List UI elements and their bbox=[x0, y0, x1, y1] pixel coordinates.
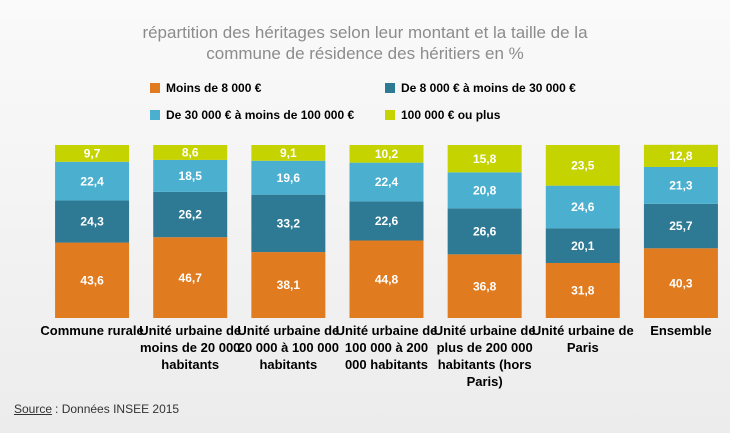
data-label: 20,8 bbox=[473, 183, 497, 197]
data-label: 26,6 bbox=[473, 224, 497, 238]
x-tick-label: Commune rurale bbox=[40, 323, 144, 338]
data-label: 19,6 bbox=[277, 171, 301, 185]
data-label: 18,5 bbox=[179, 169, 203, 183]
legend-swatch bbox=[385, 83, 395, 93]
bar-segment bbox=[251, 145, 326, 161]
data-label: 38,1 bbox=[277, 278, 301, 292]
data-label: 9,7 bbox=[84, 147, 101, 161]
data-label: 23,5 bbox=[571, 158, 595, 172]
data-label: 15,8 bbox=[473, 152, 497, 166]
bar-segment bbox=[251, 160, 326, 195]
data-label: 20,1 bbox=[571, 239, 595, 253]
bar-segment bbox=[251, 194, 326, 253]
data-label: 22,4 bbox=[80, 174, 104, 188]
bar-segment bbox=[447, 172, 522, 209]
bar-segment bbox=[349, 145, 424, 163]
x-tick-label: Ensemble bbox=[650, 323, 712, 338]
source-label: Source bbox=[14, 402, 53, 416]
bar-segment bbox=[55, 242, 130, 318]
chart-title: répartition des héritages selon leur mon… bbox=[142, 23, 588, 63]
data-label: 26,2 bbox=[179, 208, 203, 222]
bar-segment bbox=[447, 254, 522, 318]
bar-segment bbox=[153, 159, 228, 192]
legend-label: 100 000 € ou plus bbox=[401, 108, 501, 122]
x-tick-label: Unité urbaine de 20 000 à 100 000 habita… bbox=[237, 323, 340, 372]
legend-label: De 30 000 € à moins de 100 000 € bbox=[166, 108, 354, 122]
data-label: 24,6 bbox=[571, 200, 595, 214]
bar-segment bbox=[153, 237, 228, 318]
legend-swatch bbox=[385, 110, 395, 120]
data-label: 12,8 bbox=[669, 149, 693, 163]
data-label: 9,1 bbox=[280, 146, 297, 160]
data-label: 21,3 bbox=[669, 179, 693, 193]
data-label: 22,4 bbox=[375, 175, 399, 189]
data-label: 46,7 bbox=[179, 271, 203, 285]
legend-swatch bbox=[150, 110, 160, 120]
data-label: 22,6 bbox=[375, 214, 399, 228]
x-tick-label: Unité urbaine de 100 000 à 200 000 habit… bbox=[335, 323, 438, 372]
bar-segment bbox=[153, 191, 228, 238]
data-label: 10,2 bbox=[375, 147, 399, 161]
bar-segment bbox=[643, 203, 718, 249]
legend-label: Moins de 8 000 € bbox=[166, 81, 262, 95]
data-label: 43,6 bbox=[80, 273, 104, 287]
bar-segment bbox=[545, 185, 620, 229]
bar-segment bbox=[153, 145, 228, 160]
bar-segment bbox=[643, 144, 718, 167]
bar-segment bbox=[545, 145, 620, 186]
bar-segment bbox=[447, 145, 522, 173]
bar-segment bbox=[349, 162, 424, 202]
bar-segment bbox=[349, 201, 424, 241]
bar-segment bbox=[349, 240, 424, 318]
bar-segment bbox=[643, 166, 718, 204]
bar-segment bbox=[55, 161, 130, 201]
x-tick-label: Unité urbaine de moins de 20 000 habitan… bbox=[139, 323, 242, 372]
data-label: 25,7 bbox=[669, 219, 693, 233]
bar-segment bbox=[55, 200, 130, 243]
data-label: 40,3 bbox=[669, 276, 693, 290]
data-label: 44,8 bbox=[375, 272, 399, 286]
x-tick-label: Unité urbaine de Paris bbox=[531, 323, 634, 355]
bar-segment bbox=[643, 248, 718, 318]
source-text: : Données INSEE 2015 bbox=[55, 402, 180, 416]
data-label: 36,8 bbox=[473, 279, 497, 293]
data-label: 24,3 bbox=[80, 215, 104, 229]
bar-segment bbox=[251, 252, 326, 318]
bar-segment bbox=[447, 208, 522, 255]
bar-segment bbox=[55, 145, 130, 162]
bar-segment bbox=[545, 228, 620, 263]
source: Source: Données INSEE 2015 bbox=[14, 402, 179, 416]
bar-segment bbox=[545, 262, 620, 318]
data-label: 31,8 bbox=[571, 284, 595, 298]
data-label: 8,6 bbox=[182, 146, 199, 160]
data-label: 33,2 bbox=[277, 217, 301, 231]
legend-swatch bbox=[150, 83, 160, 93]
x-tick-label: Unité urbaine de plus de 200 000 habitan… bbox=[433, 323, 536, 389]
legend-label: De 8 000 € à moins de 30 000 € bbox=[401, 81, 576, 95]
